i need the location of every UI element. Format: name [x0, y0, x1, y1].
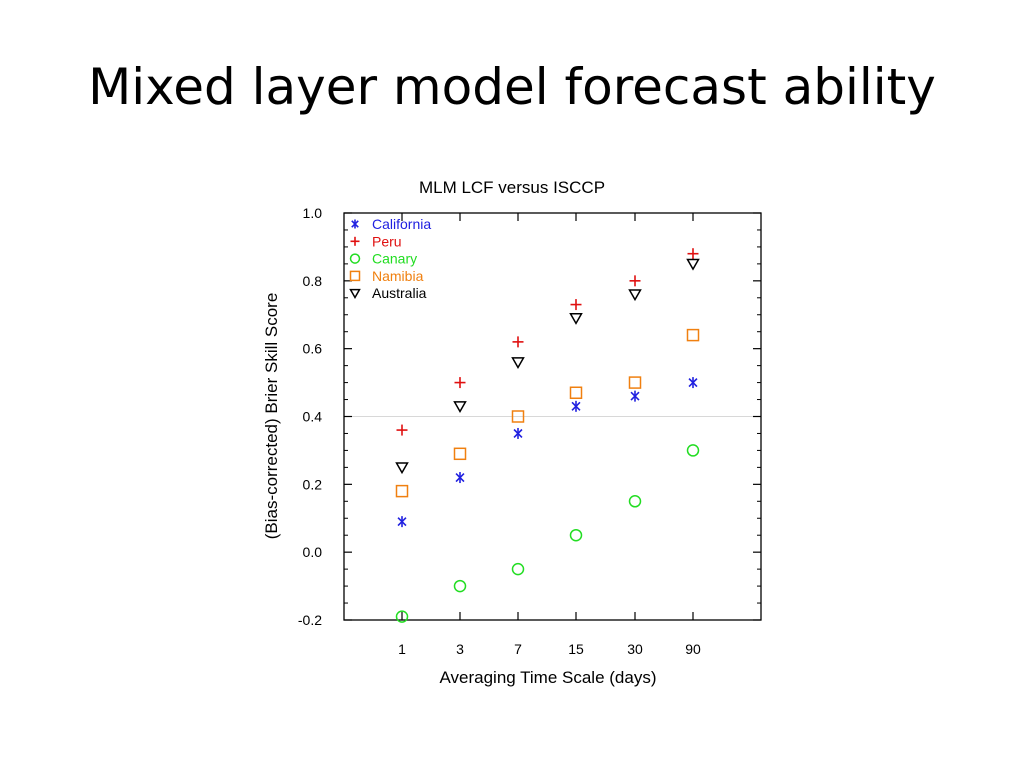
point-australia: [569, 312, 583, 325]
y-axis-label: (Bias-corrected) Brier Skill Score: [262, 293, 281, 540]
x-tick-label: 1: [398, 641, 406, 657]
y-tick-label: -0.2: [298, 612, 322, 628]
y-tick-label: 0.4: [303, 409, 323, 425]
x-tick-label: 3: [456, 641, 464, 657]
point-namibia: [686, 328, 700, 342]
point-australia: [395, 462, 409, 475]
point-australia: [686, 258, 700, 271]
point-california: [688, 377, 698, 389]
point-california: [630, 390, 640, 402]
point-canary: [569, 528, 583, 542]
legend-marker-california: [351, 219, 359, 229]
legend-marker-namibia: [349, 270, 361, 282]
point-peru: [570, 299, 582, 311]
point-canary: [395, 610, 409, 623]
point-peru: [687, 248, 699, 260]
point-australia: [511, 357, 525, 369]
legend-label-california: California: [372, 216, 431, 232]
point-peru: [629, 275, 641, 287]
x-axis-label: Averaging Time Scale (days): [439, 668, 656, 687]
x-tick-label: 7: [514, 641, 522, 657]
point-california: [455, 472, 465, 484]
y-tick-label: 0.2: [303, 476, 323, 492]
point-peru: [396, 424, 408, 436]
point-canary: [686, 444, 700, 457]
legend-label-australia: Australia: [372, 285, 427, 301]
point-namibia: [453, 447, 467, 461]
x-tick-label: 30: [627, 641, 643, 657]
point-california: [397, 516, 407, 528]
legend-label-canary: Canary: [372, 251, 417, 267]
point-namibia: [395, 484, 409, 498]
point-canary: [511, 562, 525, 576]
y-tick-label: 1.0: [303, 205, 323, 221]
point-namibia: [628, 376, 642, 389]
point-namibia: [569, 386, 583, 400]
y-tick-label: 0.6: [303, 341, 323, 357]
x-tick-label: 15: [568, 641, 584, 657]
x-tick-label: 90: [685, 641, 701, 657]
slide-title: Mixed layer model forecast ability: [88, 58, 936, 116]
legend-label-namibia: Namibia: [372, 268, 424, 284]
chart-title: MLM LCF versus ISCCP: [419, 178, 605, 197]
point-peru: [454, 377, 466, 389]
point-canary: [628, 495, 642, 508]
legend-marker-peru: [350, 236, 360, 246]
point-namibia: [511, 410, 525, 423]
point-australia: [628, 289, 642, 302]
legend-marker-australia: [349, 288, 361, 299]
legend-marker-canary: [349, 253, 361, 264]
y-tick-label: 0.8: [303, 273, 323, 289]
point-california: [513, 427, 523, 439]
point-peru: [512, 336, 524, 348]
y-tick-label: 0.0: [303, 544, 323, 560]
point-australia: [453, 401, 467, 414]
point-canary: [453, 579, 467, 593]
legend-label-peru: Peru: [372, 233, 402, 249]
point-california: [571, 400, 581, 412]
